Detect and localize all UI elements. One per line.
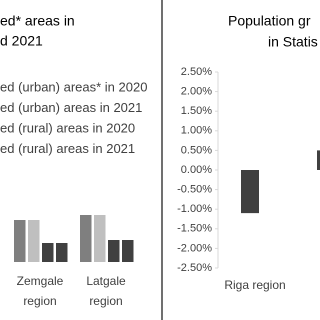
bar bbox=[14, 220, 26, 262]
chart-title: Population gr bbox=[228, 13, 311, 29]
y-tick-label: 0.50% bbox=[181, 144, 212, 156]
y-tick-label: -1.00% bbox=[177, 203, 212, 215]
y-tick-label: 2.50% bbox=[181, 66, 212, 78]
bar bbox=[122, 240, 134, 262]
bar bbox=[94, 215, 106, 262]
chart-title: ed* areas in bbox=[0, 13, 75, 29]
y-tick-label: -0.50% bbox=[177, 184, 212, 196]
bar bbox=[42, 243, 54, 262]
bar bbox=[108, 240, 120, 262]
y-tick-label: 2.00% bbox=[181, 86, 212, 98]
y-tick-label: -2.00% bbox=[177, 242, 212, 254]
y-tick-label: 0.00% bbox=[181, 164, 212, 176]
y-tick-label: -1.50% bbox=[177, 223, 212, 235]
x-tick-label: Riga region bbox=[224, 278, 285, 292]
y-tick-label: -2.50% bbox=[177, 262, 212, 274]
x-tick-label: Latgale region bbox=[86, 274, 126, 308]
x-tick-label: Zemgale region bbox=[17, 274, 64, 308]
bar bbox=[317, 150, 320, 170]
chart-title: d 2021 bbox=[0, 33, 43, 49]
y-tick-label: 1.50% bbox=[181, 105, 212, 117]
legend-entry: ed (urban) areas in 2021 bbox=[0, 100, 142, 115]
legend-entry: ed (rural) areas in 2020 bbox=[0, 120, 135, 135]
legend-entry: ed (rural) areas in 2021 bbox=[0, 141, 135, 156]
bar bbox=[241, 170, 259, 214]
chart-title: in Statis bbox=[268, 34, 318, 50]
bar bbox=[56, 243, 68, 262]
bar bbox=[80, 215, 92, 262]
bar bbox=[28, 220, 40, 262]
y-tick-label: 1.00% bbox=[181, 125, 212, 137]
legend-entry: ed (urban) areas* in 2020 bbox=[0, 79, 147, 94]
